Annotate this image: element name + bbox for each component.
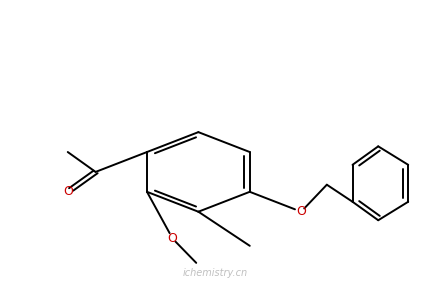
Text: ichemistry.cn: ichemistry.cn (182, 268, 248, 278)
Text: O: O (295, 205, 305, 218)
Text: O: O (63, 185, 73, 198)
Text: O: O (167, 232, 177, 245)
